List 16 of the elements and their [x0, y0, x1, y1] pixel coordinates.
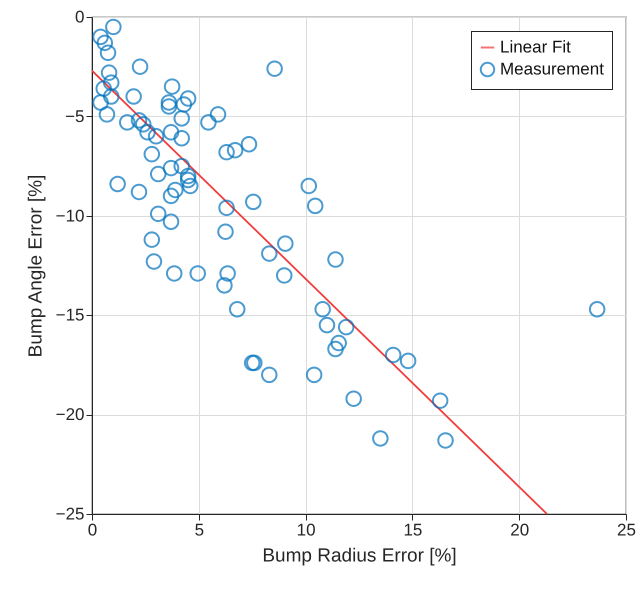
y-tick-label: −5: [65, 106, 84, 126]
y-tick-label: −15: [56, 306, 84, 325]
y-tick-label: −10: [56, 206, 84, 226]
x-tick-label: 5: [194, 520, 204, 540]
x-axis-title: Bump Radius Error [%]: [262, 546, 457, 566]
y-tick-label: −25: [56, 504, 84, 524]
x-tick-label: 20: [510, 520, 530, 540]
x-tick-label: 15: [403, 520, 422, 540]
x-tick-label: 10: [296, 520, 316, 540]
y-axis-title: Bump Angle Error [%]: [26, 174, 47, 358]
legend-label: Linear Fit: [500, 38, 572, 56]
legend-label: Measurement: [500, 60, 604, 78]
y-tick-label: −20: [56, 405, 84, 424]
x-tick-label: 25: [617, 520, 636, 540]
x-tick-label: 0: [88, 520, 98, 540]
y-tick-label: 0: [75, 8, 84, 26]
